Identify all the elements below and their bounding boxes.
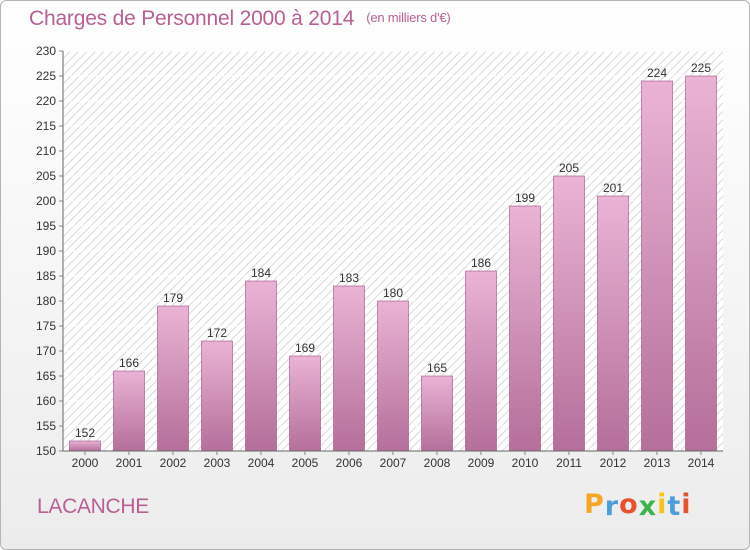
data-label-2008: 165: [427, 361, 447, 375]
y-tick-label: 220: [36, 94, 56, 108]
bar-2014: [685, 75, 717, 452]
data-label-2005: 169: [295, 341, 315, 355]
bar-2011: [553, 175, 585, 452]
y-tick-label: 180: [36, 294, 56, 308]
data-label-2000: 152: [75, 426, 95, 440]
bar-2001: [113, 370, 145, 452]
data-label-2014: 225: [691, 61, 711, 75]
data-label-2007: 180: [383, 286, 403, 300]
data-label-2011: 205: [559, 161, 579, 175]
y-tick-label: 165: [36, 369, 56, 383]
data-label-2001: 166: [119, 356, 139, 370]
x-tick-label-2013: 2013: [644, 456, 671, 470]
y-tick-label: 170: [36, 344, 56, 358]
y-tick-label: 155: [36, 419, 56, 433]
y-tick-label: 200: [36, 194, 56, 208]
chart-title: Charges de Personnel 2000 à 2014 (en mill…: [29, 7, 451, 30]
bar-2012: [597, 195, 629, 452]
y-tick-label: 225: [36, 69, 56, 83]
data-label-2010: 199: [515, 191, 535, 205]
proxiti-logo: Proxiti: [584, 489, 692, 522]
data-label-2002: 179: [163, 291, 183, 305]
x-tick-label-2001: 2001: [116, 456, 143, 470]
y-tick-label: 160: [36, 394, 56, 408]
logo-letter: x: [638, 491, 658, 522]
data-label-2009: 186: [471, 256, 491, 270]
logo-letter: o: [619, 489, 639, 520]
x-tick-label-2009: 2009: [468, 456, 495, 470]
x-tick-label-2004: 2004: [248, 456, 275, 470]
data-label-2003: 172: [207, 326, 227, 340]
logo-letter: r: [604, 491, 620, 522]
x-tick-label-2010: 2010: [512, 456, 539, 470]
y-tick-label: 185: [36, 269, 56, 283]
y-tick-label: 150: [36, 444, 56, 458]
x-tick-label-2008: 2008: [424, 456, 451, 470]
x-tick-label-2006: 2006: [336, 456, 363, 470]
bar-2003: [201, 340, 233, 452]
x-tick-label-2012: 2012: [600, 456, 627, 470]
bar-2008: [421, 375, 453, 452]
bar-2009: [465, 270, 497, 452]
x-tick-label-2000: 2000: [72, 456, 99, 470]
y-tick-label: 175: [36, 319, 56, 333]
y-tick-label: 210: [36, 144, 56, 158]
logo-letter: i: [657, 489, 668, 520]
data-label-2004: 184: [251, 266, 271, 280]
logo-letter: P: [584, 489, 605, 520]
data-label-2012: 201: [603, 181, 623, 195]
logo-letter: t: [667, 491, 682, 522]
bar-2004: [245, 280, 277, 452]
bar-2010: [509, 205, 541, 452]
x-tick-label-2003: 2003: [204, 456, 231, 470]
data-label-2006: 183: [339, 271, 359, 285]
x-tick-label-2007: 2007: [380, 456, 407, 470]
y-tick-label: 205: [36, 169, 56, 183]
logo-letter: i: [681, 489, 692, 520]
bar-2005: [289, 355, 321, 452]
chart-subtitle: (en milliers d'€): [366, 10, 451, 25]
x-tick-label-2002: 2002: [160, 456, 187, 470]
y-tick-label: 190: [36, 244, 56, 258]
data-label-2013: 224: [647, 66, 667, 80]
y-tick-label: 230: [36, 44, 56, 58]
y-tick-label: 215: [36, 119, 56, 133]
bar-2002: [157, 305, 189, 452]
y-tick-label: 195: [36, 219, 56, 233]
x-tick-label-2005: 2005: [292, 456, 319, 470]
bar-2013: [641, 80, 673, 452]
bar-2006: [333, 285, 365, 452]
commune-name: LACANCHE: [37, 495, 149, 518]
bar-2007: [377, 300, 409, 452]
x-tick-label-2011: 2011: [556, 456, 582, 470]
bar-2000: [69, 440, 101, 452]
x-tick-label-2014: 2014: [688, 456, 715, 470]
